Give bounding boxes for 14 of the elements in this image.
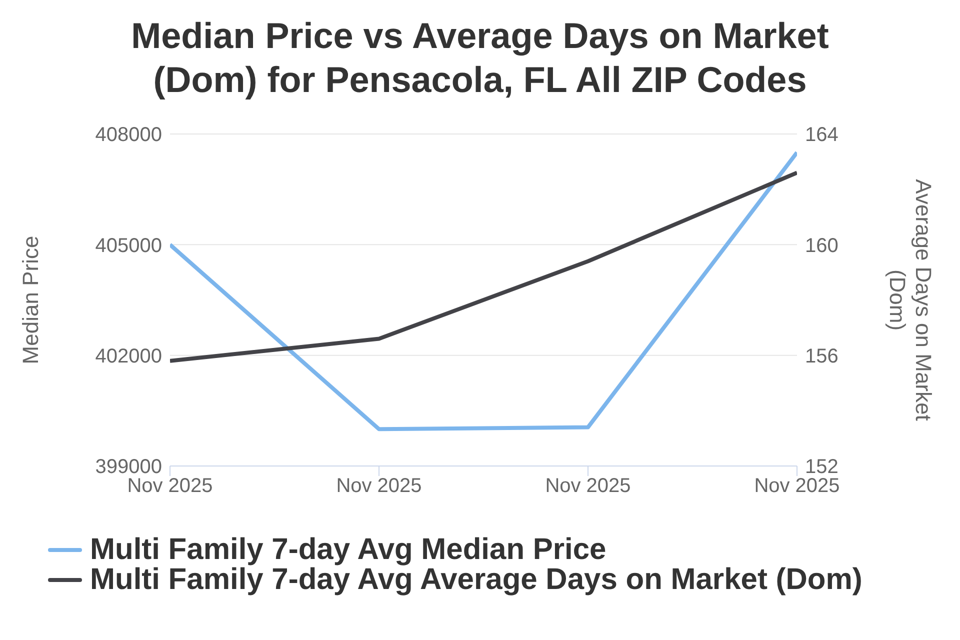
y2-tick-label: 156 [805,345,838,368]
y-tick-label: 402000 [95,345,162,368]
line-series [170,170,797,363]
y2-axis-title: Average Days on Market (Dom) [885,179,936,421]
chart-title: Median Price vs Average Days on Market (Dom) for Pensacola, FL All ZIP Codes [130,14,830,102]
y2-tick-label: 160 [805,234,838,257]
y-tick-label: 408000 [95,124,162,146]
line-series [170,150,797,432]
y-tick-label: 405000 [95,234,162,257]
x-tick-label: Nov 2025 [545,475,631,498]
y2-tick-label: 164 [805,124,838,146]
y-axis-title: Median Price [18,236,43,364]
x-tick-label: Nov 2025 [336,475,422,498]
legend-label: Multi Family 7-day Avg Median Price [90,533,606,567]
